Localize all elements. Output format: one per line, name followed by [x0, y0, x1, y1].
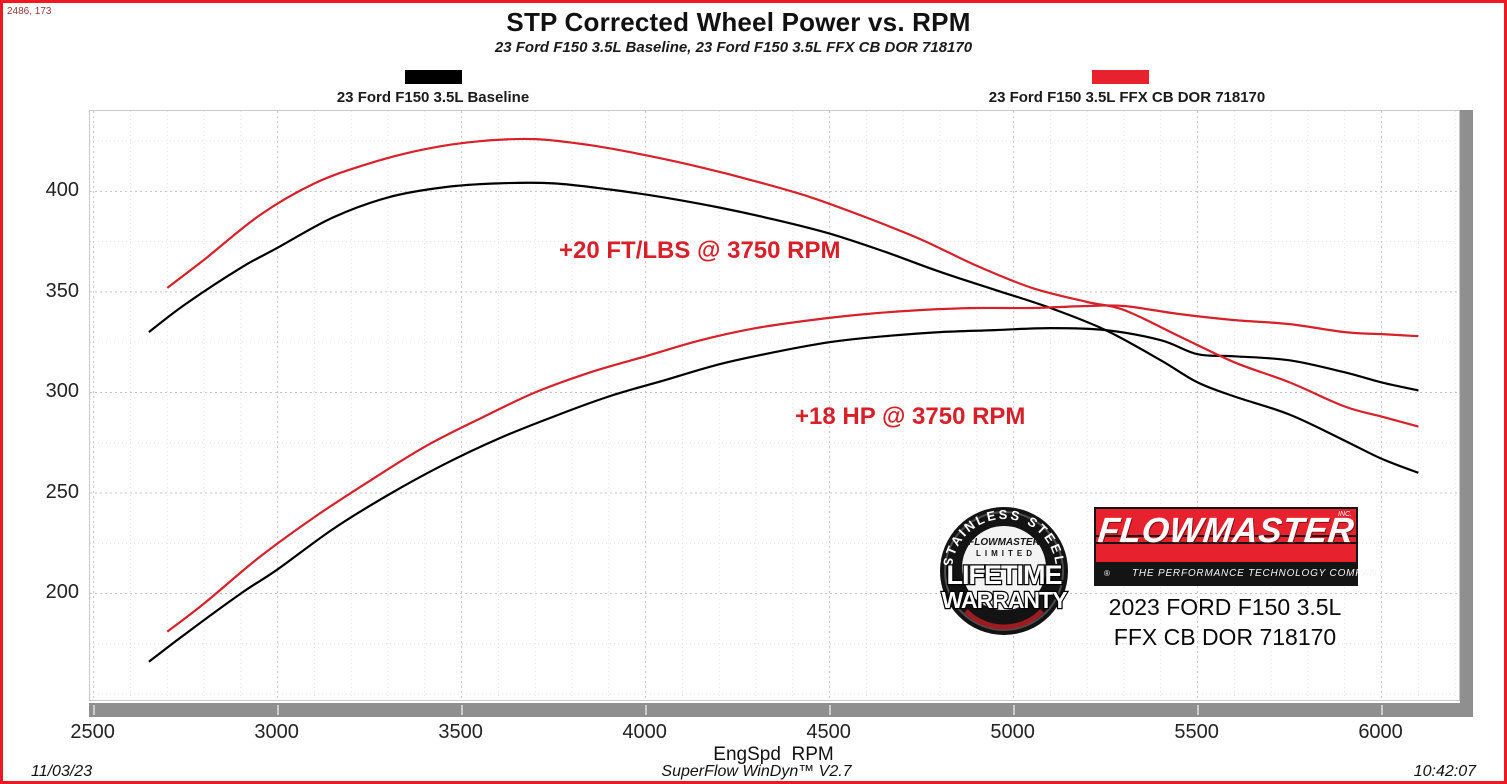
vehicle-info-line2: FFX CB DOR 718170 [1113, 624, 1337, 650]
y-tick-label: 300 [45, 380, 79, 403]
warranty-badge: STAINLESS STEEL FLOWMASTER LIMITED LIFET… [940, 507, 1069, 635]
scrollbar-tick [1380, 705, 1383, 715]
badge-warranty: WARRANTY [942, 587, 1068, 613]
scrollbar-tick [276, 705, 279, 715]
x-tick-label: 3500 [438, 721, 483, 743]
x-tick-label: 5000 [990, 721, 1035, 743]
scrollbar-tick [460, 705, 463, 715]
curve-baseline [148, 181, 1419, 474]
vehicle-info-line1: 2023 FORD F150 3.5L [1108, 594, 1342, 620]
vertical-scrollbar[interactable] [1460, 110, 1473, 717]
x-tick-label: 3000 [254, 721, 299, 743]
footer-date: 11/03/23 [31, 763, 93, 780]
x-tick-label: 4500 [806, 721, 851, 743]
chart-title: STP Corrected Wheel Power vs. RPM [506, 7, 971, 37]
x-tick-label: 4000 [622, 721, 667, 743]
legend-baseline-swatch [405, 70, 462, 84]
badge-lifetime: LIFETIME [947, 560, 1062, 590]
footer-software: SuperFlow WinDyn™ V2.7 [661, 763, 852, 780]
curve-ffx [166, 137, 1419, 428]
horizontal-scrollbar[interactable] [89, 703, 1473, 717]
dyno-curves-chart [90, 111, 1457, 698]
logo-pinstripe [1096, 542, 1356, 544]
scrollbar-tick [92, 705, 95, 715]
y-tick-label: 400 [45, 179, 79, 202]
logo-tagline: THE PERFORMANCE TECHNOLOGY COMPANY [1132, 568, 1385, 579]
scrollbar-tick [1196, 705, 1199, 715]
legend-ffx-swatch [1092, 70, 1149, 84]
badge-brand: FLOWMASTER [968, 537, 1040, 548]
logo-pinstripe [1096, 535, 1356, 537]
y-tick-label: 350 [45, 279, 79, 302]
flowmaster-logo: FLOWMASTER INC. ® THE PERFORMANCE TECHNO… [1094, 507, 1384, 586]
y-tick-label: 250 [45, 480, 79, 503]
chart-subtitle: 23 Ford F150 3.5L Baseline, 23 Ford F150… [494, 39, 973, 56]
logo-brand-text: FLOWMASTER [1096, 511, 1356, 550]
logo-black-strip: ® THE PERFORMANCE TECHNOLOGY COMPANY [1096, 562, 1384, 584]
y-tick-label: 200 [45, 581, 79, 604]
badge-limited: LIMITED [976, 549, 1036, 558]
footer-time: 10:42:07 [1413, 763, 1476, 780]
x-tick-label: 6000 [1358, 721, 1403, 743]
legend-ffx-label: 23 Ford F150 3.5L FFX CB DOR 718170 [988, 89, 1266, 106]
x-tick-label: 2500 [70, 721, 115, 743]
plot-area [89, 110, 1460, 701]
torque-gain-annotation: +20 FT/LBS @ 3750 RPM [559, 237, 841, 264]
power-gain-annotation: +18 HP @ 3750 RPM [795, 403, 1026, 430]
x-axis-title: EngSpd RPM [713, 744, 834, 765]
logo-inc-text: INC. [1338, 511, 1352, 518]
scrollbar-tick [644, 705, 647, 715]
curve-baseline [148, 326, 1419, 663]
vehicle-info: 2023 FORD F150 3.5L FFX CB DOR 718170 [1075, 592, 1375, 652]
logo-registered-mark: ® [1104, 569, 1110, 578]
x-tick-label: 5500 [1174, 721, 1219, 743]
legend-baseline-label: 23 Ford F150 3.5L Baseline [336, 89, 530, 106]
scrollbar-tick [1012, 705, 1015, 715]
scrollbar-tick [828, 705, 831, 715]
cursor-position: 2486, 173 [7, 6, 52, 17]
curve-ffx [166, 304, 1419, 633]
